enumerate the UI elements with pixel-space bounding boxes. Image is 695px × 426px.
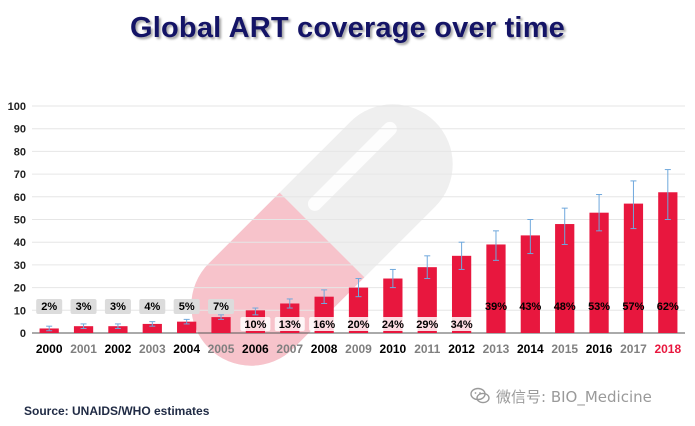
x-tick-label: 2012	[448, 342, 475, 356]
value-label: 3%	[110, 301, 126, 313]
value-label: 10%	[244, 319, 266, 331]
bar	[142, 323, 162, 333]
value-label: 29%	[416, 319, 438, 331]
bar	[589, 212, 609, 333]
value-label-background	[446, 317, 477, 331]
bar	[658, 192, 678, 333]
bar	[211, 317, 231, 333]
value-label: 48%	[554, 301, 576, 313]
value-label: 2%	[41, 301, 57, 313]
y-tick-label: 0	[20, 328, 26, 340]
x-tick-label: 2003	[139, 342, 166, 356]
x-tick-label: 2010	[380, 342, 407, 356]
y-tick-label: 100	[8, 101, 26, 113]
value-label: 39%	[485, 301, 507, 313]
bar	[177, 321, 197, 333]
value-label: 62%	[657, 301, 679, 313]
x-tick-label: 2017	[620, 342, 647, 356]
x-tick-label: 2002	[105, 342, 132, 356]
value-label-background	[309, 317, 340, 331]
x-tick-label: 2006	[242, 342, 269, 356]
y-tick-label: 30	[14, 260, 26, 272]
wechat-icon	[470, 387, 490, 404]
x-tick-label: 2005	[208, 342, 235, 356]
value-label-background	[343, 317, 374, 331]
y-tick-label: 70	[14, 169, 26, 181]
x-tick-label: 2013	[483, 342, 510, 356]
bar	[417, 267, 437, 333]
value-label: 53%	[588, 301, 610, 313]
value-label: 7%	[213, 301, 229, 313]
x-tick-label: 2011	[414, 342, 440, 356]
value-label-background	[139, 299, 166, 314]
x-tick-label: 2015	[551, 342, 578, 356]
value-label: 20%	[347, 319, 369, 331]
x-tick-label: 2001	[70, 342, 97, 356]
value-label: 13%	[279, 319, 301, 331]
value-label: 24%	[382, 319, 404, 331]
chart-title: Global ART coverage over time	[129, 12, 566, 44]
value-label: 57%	[622, 301, 644, 313]
value-label-background	[412, 317, 443, 331]
bar	[623, 203, 644, 333]
x-tick-label: 2018	[654, 342, 681, 356]
y-tick-label: 80	[14, 146, 26, 158]
watermark: 微信号: BIO_Medicine	[470, 385, 652, 407]
value-label-background	[377, 317, 408, 331]
x-tick-label: 2000	[36, 342, 63, 356]
value-label-background	[36, 299, 63, 314]
y-tick-label: 40	[14, 237, 26, 249]
value-label-background	[208, 299, 235, 314]
y-tick-label: 50	[14, 215, 26, 227]
watermark-text: 微信号: BIO_Medicine	[496, 387, 652, 406]
bar	[486, 244, 506, 333]
y-tick-label: 20	[14, 283, 26, 295]
bar	[555, 224, 575, 333]
value-label-background	[173, 299, 200, 314]
bar	[520, 235, 540, 333]
y-tick-label: 90	[14, 124, 26, 136]
value-label: 34%	[451, 319, 473, 331]
x-tick-label: 2014	[517, 342, 544, 356]
bar	[451, 255, 472, 333]
value-label: 16%	[313, 319, 335, 331]
y-tick-label: 60	[14, 192, 26, 204]
x-tick-label: 2004	[173, 342, 200, 356]
value-label-background	[274, 317, 305, 331]
value-label-background	[104, 299, 131, 314]
x-tick-label: 2007	[276, 342, 303, 356]
bar	[108, 326, 128, 333]
y-tick-label: 10	[14, 305, 26, 317]
x-tick-label: 2009	[345, 342, 372, 356]
x-tick-label: 2016	[586, 342, 613, 356]
value-label-background	[70, 299, 97, 314]
value-label: 4%	[144, 301, 160, 313]
bar	[73, 326, 94, 333]
value-label: 5%	[179, 301, 195, 313]
value-label-background	[240, 317, 271, 331]
x-tick-label: 2008	[311, 342, 338, 356]
value-label: 3%	[76, 301, 92, 313]
value-label: 43%	[519, 301, 541, 313]
source-note: Source: UNAIDS/WHO estimates	[24, 404, 210, 418]
